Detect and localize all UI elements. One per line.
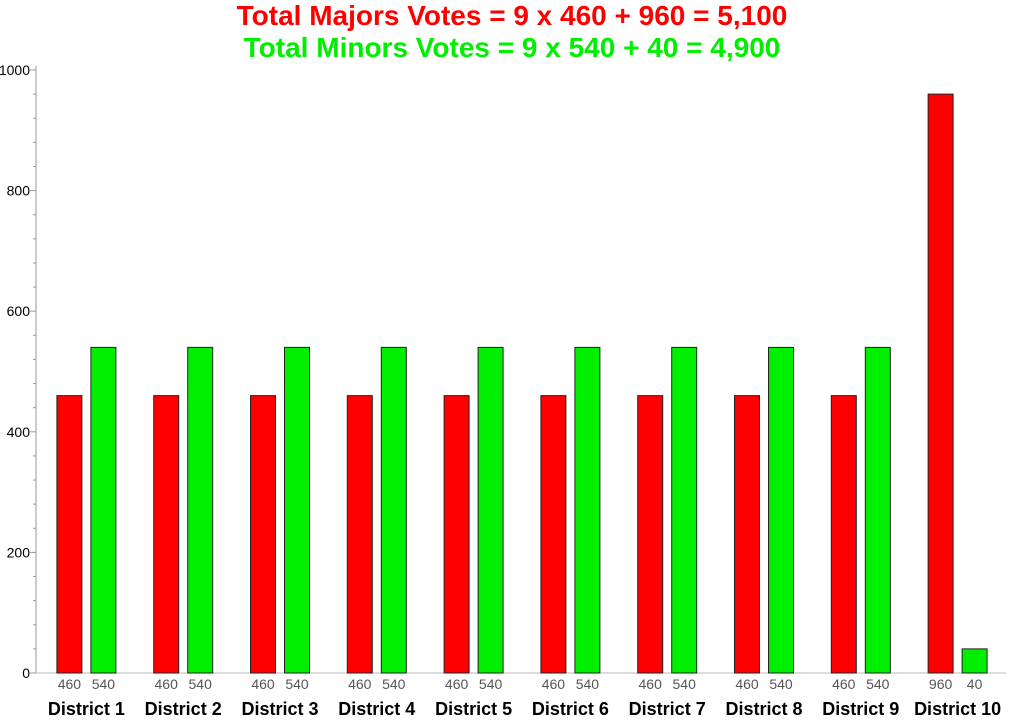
bar-value-label: 460 xyxy=(58,676,82,692)
category-label: District 3 xyxy=(241,699,318,719)
bar-value-label: 460 xyxy=(251,676,275,692)
bar xyxy=(574,346,601,674)
bar xyxy=(477,346,504,674)
bar xyxy=(768,346,794,674)
bar-value-label: 460 xyxy=(542,676,566,692)
bar xyxy=(540,395,567,674)
bar xyxy=(734,395,760,674)
bar-value-label: 460 xyxy=(832,676,856,692)
category-label: District 5 xyxy=(435,699,512,719)
bar xyxy=(250,395,276,674)
bar xyxy=(346,395,373,674)
bar-value-label: 540 xyxy=(92,676,116,692)
y-tick-label: 800 xyxy=(7,183,31,199)
category-label: District 2 xyxy=(145,699,222,719)
bar-value-label: 460 xyxy=(445,676,469,692)
bar-value-label: 540 xyxy=(673,676,697,692)
category-label: District 4 xyxy=(338,699,415,719)
chart-title: Total Majors Votes = 9 x 460 + 960 = 5,1… xyxy=(236,0,788,31)
bar-value-label: 40 xyxy=(967,676,983,692)
y-tick-label: 1000 xyxy=(0,62,30,78)
category-label: District 10 xyxy=(914,699,1001,719)
bar xyxy=(443,395,470,674)
bar-value-label: 540 xyxy=(866,676,890,692)
bar xyxy=(284,346,310,674)
bar-value-label: 460 xyxy=(639,676,663,692)
bar xyxy=(864,346,891,674)
category-label: District 1 xyxy=(48,699,125,719)
bar xyxy=(56,395,83,674)
y-tick-label: 400 xyxy=(7,424,31,440)
bar-value-label: 540 xyxy=(189,676,213,692)
bar xyxy=(927,93,954,674)
bar-value-label: 540 xyxy=(285,676,309,692)
bar-value-label: 960 xyxy=(929,676,953,692)
category-label: District 6 xyxy=(532,699,609,719)
bar-value-label: 460 xyxy=(155,676,179,692)
bar xyxy=(961,648,988,674)
bar-value-label: 540 xyxy=(382,676,406,692)
category-label: District 8 xyxy=(725,699,802,719)
y-tick-label: 200 xyxy=(7,544,31,560)
bar xyxy=(671,346,698,674)
bar-value-label: 540 xyxy=(769,676,793,692)
bar-value-label: 540 xyxy=(576,676,600,692)
chart-subtitle: Total Minors Votes = 9 x 540 + 40 = 4,90… xyxy=(243,32,781,63)
y-tick-label: 0 xyxy=(22,665,30,681)
bar xyxy=(90,346,117,674)
bar xyxy=(153,395,180,674)
category-label: District 7 xyxy=(629,699,706,719)
bar-value-label: 460 xyxy=(735,676,759,692)
category-label: District 9 xyxy=(822,699,899,719)
bar-value-label: 460 xyxy=(348,676,372,692)
bar xyxy=(637,395,664,674)
bar xyxy=(830,395,857,674)
bar xyxy=(380,346,407,674)
y-tick-label: 600 xyxy=(7,303,31,319)
bar xyxy=(187,346,214,674)
bar-value-label: 540 xyxy=(479,676,503,692)
